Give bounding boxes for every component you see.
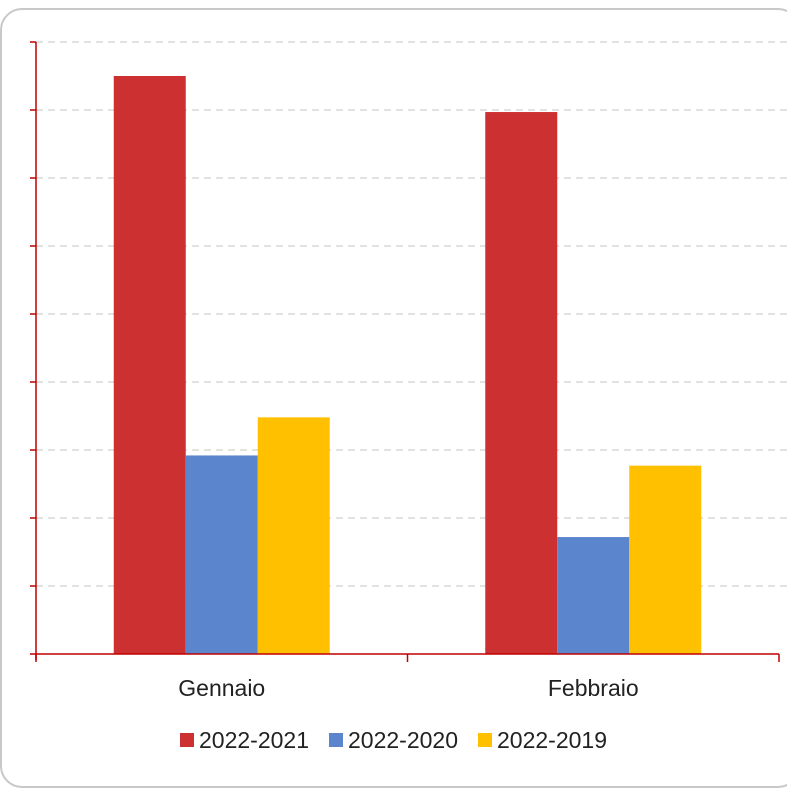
bar-chart: Gennaio Febbraio xyxy=(30,41,787,701)
legend-label: 2022-2020 xyxy=(348,726,458,753)
legend-item: 2022-2021 xyxy=(180,727,309,754)
bar-2022-2021-Gennaio xyxy=(113,76,186,654)
bars xyxy=(113,76,702,655)
x-tick-label: Gennaio xyxy=(178,675,265,701)
legend: 2022-2021 2022-2020 2022-2019 xyxy=(0,722,787,758)
bar-2022-2021-Febbraio xyxy=(485,112,558,655)
legend-swatch xyxy=(478,733,492,747)
legend-item: 2022-2019 xyxy=(478,727,607,754)
x-tick-labels: Gennaio Febbraio xyxy=(178,675,638,701)
bar-2022-2019-Gennaio xyxy=(257,417,330,654)
legend-swatch xyxy=(180,733,194,747)
legend-label: 2022-2021 xyxy=(199,726,309,753)
axes xyxy=(30,41,780,662)
bar-2022-2020-Febbraio xyxy=(557,537,630,654)
legend-label: 2022-2019 xyxy=(497,726,607,753)
x-tick-label: Febbraio xyxy=(548,675,639,701)
legend-swatch xyxy=(329,733,343,747)
bar-2022-2019-Febbraio xyxy=(629,465,702,654)
legend-item: 2022-2020 xyxy=(329,727,458,754)
bar-2022-2020-Gennaio xyxy=(185,455,258,654)
